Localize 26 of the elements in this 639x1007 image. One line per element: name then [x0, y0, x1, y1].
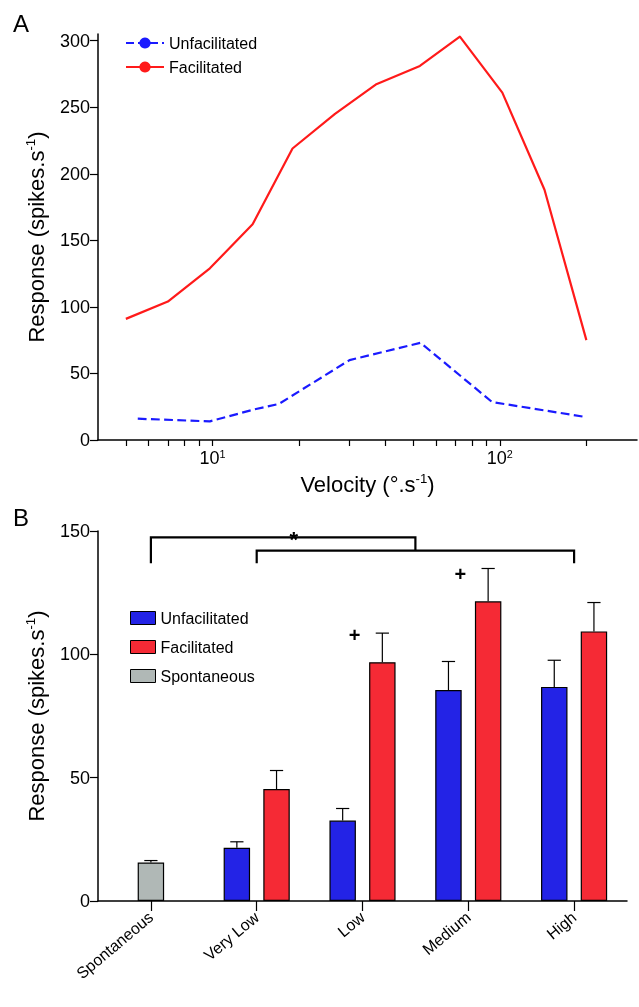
x-tick-label: High — [543, 908, 580, 943]
y-tick-label: 100 — [59, 644, 90, 665]
legend-label: Unfacilitated — [160, 609, 249, 627]
y-tick-label: 200 — [59, 163, 90, 184]
legend-label: Facilitated — [169, 58, 242, 76]
chart-title: A — [13, 9, 30, 37]
annotation: + — [454, 563, 467, 586]
chart-title: B — [13, 503, 30, 531]
y-tick-label: 150 — [59, 521, 90, 541]
y-tick-label: 150 — [59, 230, 90, 251]
y-tick-label: 300 — [59, 30, 90, 51]
y-tick-label: 50 — [69, 767, 90, 788]
x-tick-label: Very Low — [200, 908, 263, 964]
y-axis-title: Response (spikes.s-1) — [23, 610, 49, 822]
line-series — [124, 35, 588, 342]
y-tick-label: 0 — [79, 891, 90, 911]
y-tick-label: 100 — [59, 296, 90, 317]
y-tick-label: 250 — [59, 97, 90, 118]
x-tick-label: Low — [334, 908, 369, 941]
y-axis-title: Response (spikes.s-1) — [23, 131, 49, 343]
legend-label: Unfacilitated — [169, 34, 258, 52]
y-tick-label: 0 — [79, 430, 90, 450]
y-tick-label: 50 — [69, 363, 90, 384]
legend-label: Spontaneous — [160, 667, 255, 685]
legend-label: Facilitated — [160, 638, 234, 656]
annotation: + — [348, 624, 361, 647]
